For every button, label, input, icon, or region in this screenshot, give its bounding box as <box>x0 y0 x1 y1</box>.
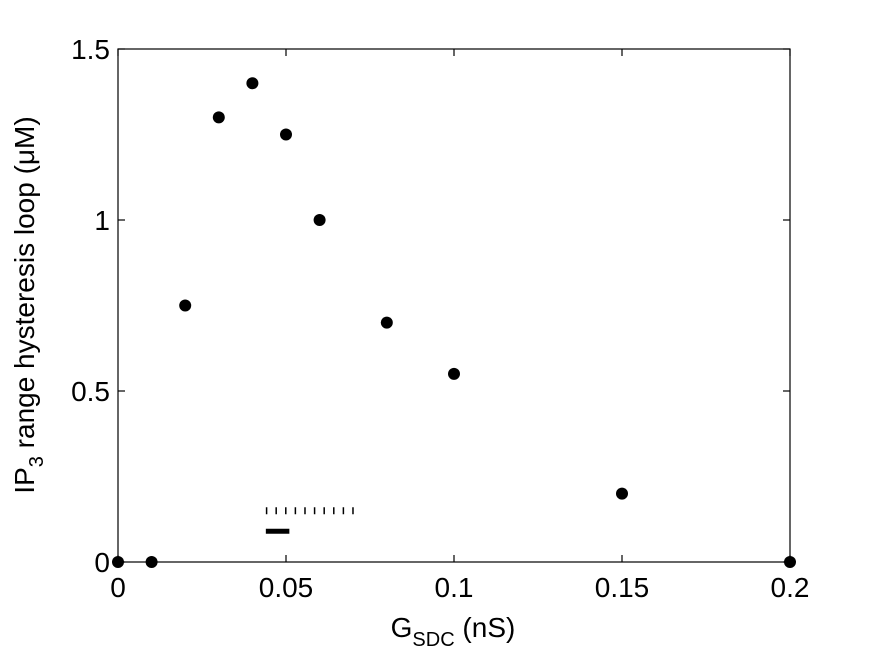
point <box>313 214 326 226</box>
x-label-main: G <box>391 612 413 643</box>
point <box>784 556 796 568</box>
y-tick-label: 1 <box>94 205 110 236</box>
x-tick-label: 0.2 <box>771 572 810 603</box>
x-label-sub: SDC <box>412 629 454 651</box>
x-tick-label: 0.05 <box>259 572 314 603</box>
y-label-rest: range hysteresis loop (μM) <box>9 116 40 456</box>
plot-frame <box>117 48 791 563</box>
point <box>246 77 259 90</box>
x-tick-label: 0 <box>110 572 126 603</box>
point <box>448 367 460 380</box>
y-tick-label: 0.5 <box>71 376 110 407</box>
point <box>112 556 124 568</box>
point <box>380 316 393 329</box>
y-tick-label: 1.5 <box>71 34 110 65</box>
x-tick-label: 0.15 <box>595 572 650 603</box>
x-axis-label: GSDC (nS) <box>391 612 516 651</box>
x-label-rest: (nS) <box>455 612 516 643</box>
y-label-sub: 3 <box>26 456 48 467</box>
y-label-main: IP <box>9 467 40 493</box>
y-tick-label: 0 <box>94 547 110 578</box>
point <box>616 487 628 500</box>
y-axis-label: IP3 range hysteresis loop (μM) <box>9 116 48 493</box>
x-tick-label: 0.1 <box>435 572 474 603</box>
point <box>280 128 292 141</box>
point <box>212 111 225 124</box>
point <box>179 299 192 312</box>
point <box>145 556 158 568</box>
